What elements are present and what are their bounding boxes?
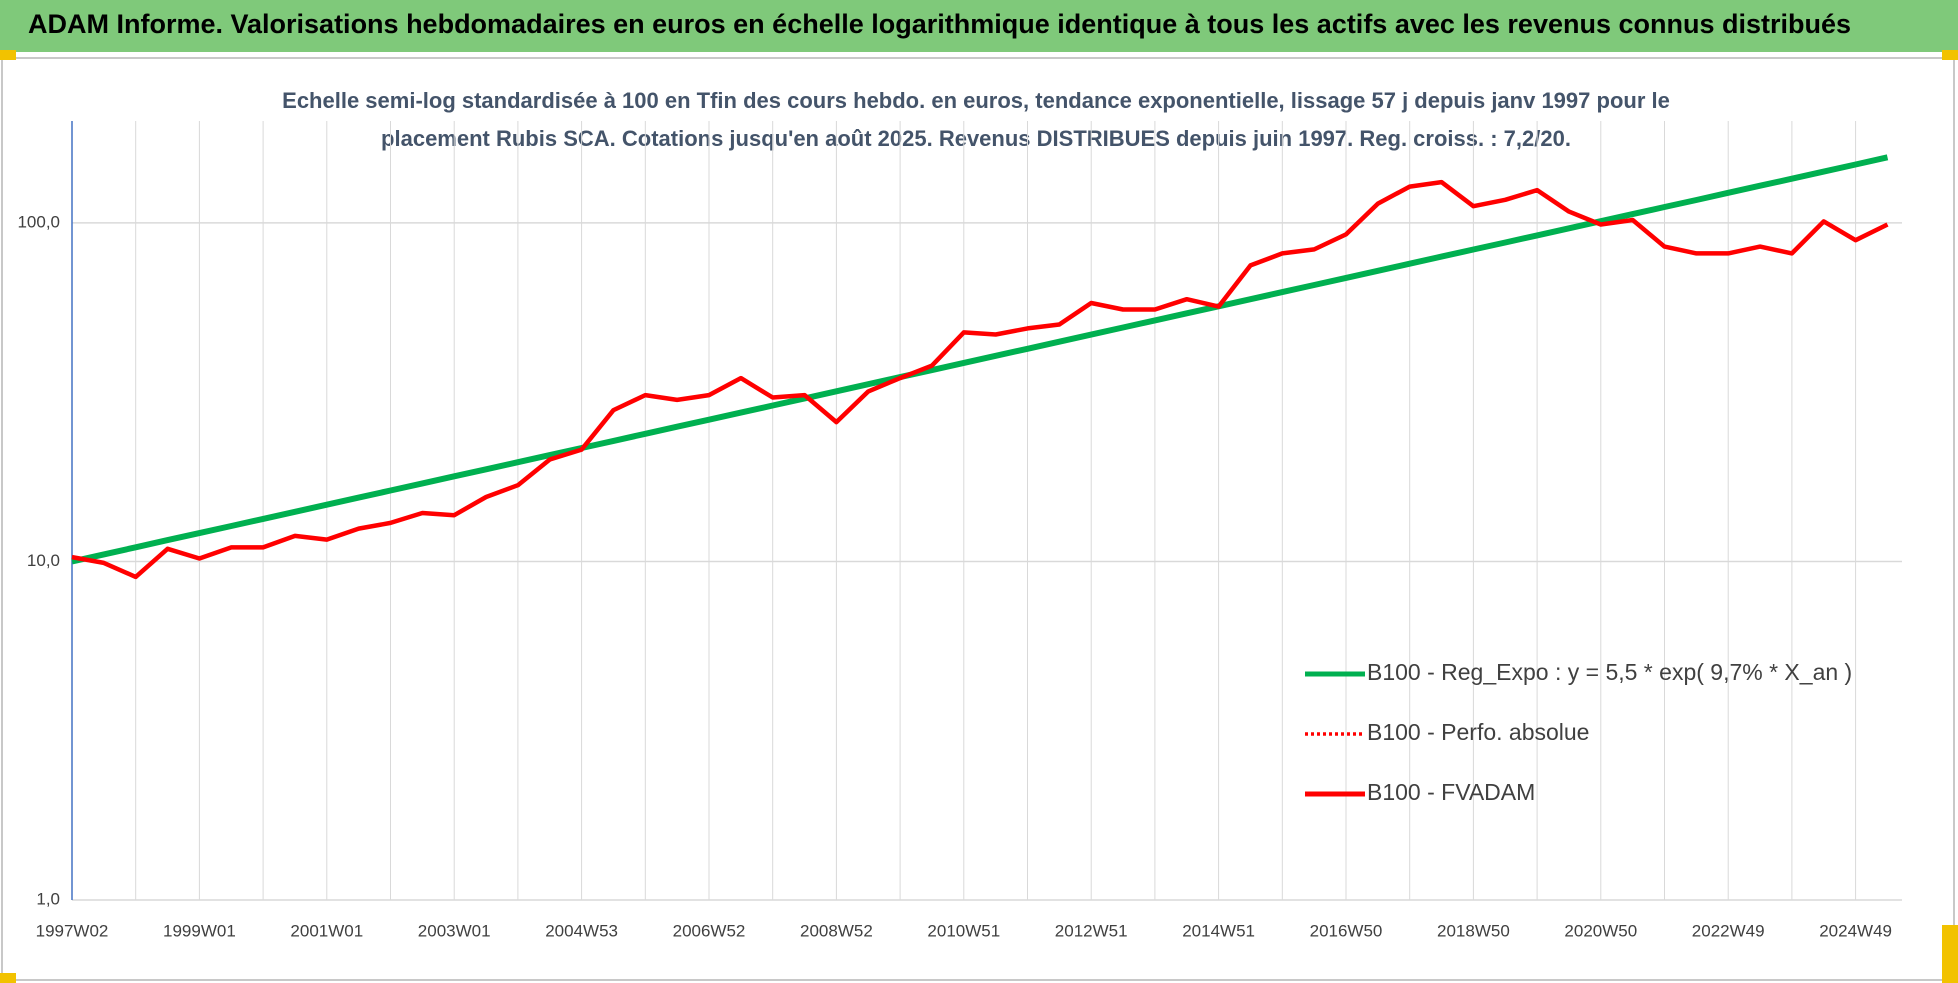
x-tick-label: 2022W49	[1692, 921, 1765, 940]
y-tick-label: 10,0	[27, 551, 60, 570]
x-tick-label: 1999W01	[163, 921, 236, 940]
x-tick-label: 2018W50	[1437, 921, 1510, 940]
page-title: ADAM Informe. Valorisations hebdomadaire…	[28, 9, 1851, 39]
legend-label: B100 - Perfo. absolue	[1367, 719, 1589, 745]
chart-subtitle: Echelle semi-log standardisée à 100 en T…	[282, 88, 1670, 113]
x-tick-label: 2024W49	[1819, 921, 1892, 940]
y-tick-label: 100,0	[17, 212, 60, 231]
x-tick-label: 2004W53	[545, 921, 618, 940]
x-tick-label: 2020W50	[1564, 921, 1637, 940]
corner	[0, 973, 16, 983]
y-tick-label: 1,0	[36, 889, 60, 908]
x-tick-label: 2008W52	[800, 921, 873, 940]
x-tick-label: 2014W51	[1182, 921, 1255, 940]
x-tick-label: 1997W02	[36, 921, 109, 940]
legend-label: B100 - FVADAM	[1367, 779, 1535, 805]
corner	[0, 50, 16, 60]
x-tick-label: 2010W51	[927, 921, 1000, 940]
legend-label: B100 - Reg_Expo : y = 5,5 * exp( 9,7% * …	[1367, 659, 1852, 685]
x-tick-label: 2001W01	[290, 921, 363, 940]
header-bar	[0, 0, 1958, 52]
corner	[1942, 50, 1958, 60]
frame	[1, 57, 1955, 981]
corner	[1942, 925, 1958, 983]
x-tick-label: 2006W52	[673, 921, 746, 940]
x-tick-label: 2012W51	[1055, 921, 1128, 940]
series-line	[71, 154, 1889, 565]
x-tick-label: 2003W01	[418, 921, 491, 940]
x-tick-label: 2016W50	[1310, 921, 1383, 940]
series-line	[71, 179, 1889, 580]
chart-subtitle: placement Rubis SCA. Cotations jusqu'en …	[381, 126, 1571, 151]
